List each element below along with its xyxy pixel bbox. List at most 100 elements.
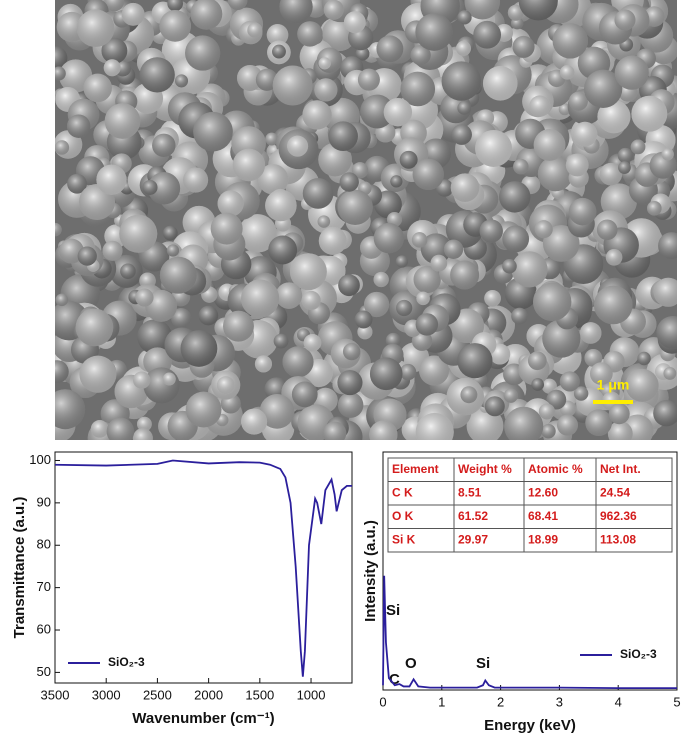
particle-shade (175, 74, 188, 87)
particle-shade (504, 389, 518, 403)
particle-shade (122, 3, 145, 26)
particle-shade (529, 95, 550, 116)
peak-label: O (405, 655, 417, 672)
particle-shade (83, 74, 112, 103)
particle-shade (338, 274, 360, 296)
particle-shade (384, 98, 412, 126)
particle-shade (358, 69, 380, 91)
particle-shade (105, 103, 141, 139)
particle-shade (573, 122, 598, 147)
particle-shade (560, 65, 574, 79)
particle-shade (107, 418, 135, 446)
y-tick-label: 80 (37, 537, 51, 552)
particle-shade (475, 130, 512, 167)
particle-shade (369, 420, 397, 448)
table-text: 24.54 (600, 485, 630, 499)
particle-shade (511, 308, 528, 325)
peak-label: Si (476, 655, 490, 672)
particle-shade (152, 134, 175, 157)
particle-shade (450, 260, 479, 289)
x-tick-label: 0 (379, 694, 386, 709)
particle-shade (504, 407, 543, 446)
particle-shade (276, 282, 303, 309)
particle-shade (183, 167, 208, 192)
particle-shade (557, 415, 578, 436)
scale-bar-label: 1 μm (597, 377, 630, 393)
particle-shade (560, 371, 580, 391)
particle-shade (416, 292, 430, 306)
particle-shade (457, 101, 471, 115)
particle-shade (343, 343, 360, 360)
particle-shade (102, 241, 122, 261)
particle-shade (223, 311, 254, 342)
particle-shade (653, 400, 679, 426)
particle-shade (566, 154, 589, 177)
particle-shade (661, 148, 673, 160)
table-text: 12.60 (528, 485, 558, 499)
particle-shade (485, 396, 505, 416)
particle-shade (274, 334, 289, 349)
particle-shade (374, 223, 404, 253)
table-text: 61.52 (458, 509, 488, 523)
particle-shade (268, 236, 297, 265)
particle-shade (79, 356, 116, 393)
particle-shade (319, 227, 347, 255)
particle-shade (456, 41, 471, 56)
table-text: Element (392, 462, 439, 476)
particle-shade (430, 255, 447, 272)
particle-shade (319, 57, 331, 69)
particle-shade (159, 10, 191, 42)
particle-shade (618, 148, 633, 163)
particle-shade (416, 413, 454, 451)
particle-shade (396, 300, 412, 316)
particle-shade (541, 424, 555, 438)
particle-shade (528, 351, 547, 370)
particle-shade (451, 124, 471, 144)
particle-shade (376, 35, 403, 62)
particle-shade (594, 286, 633, 325)
y-tick-label: 50 (37, 664, 51, 679)
particle-shade (52, 67, 66, 81)
particle-shade (457, 343, 492, 378)
particle-shade (373, 272, 388, 287)
table-text: Net Int. (600, 462, 641, 476)
particle-shade (444, 240, 463, 259)
particle-shade (233, 149, 265, 181)
y-axis-label: Intensity (a.u.) (362, 520, 379, 622)
data-line (383, 576, 677, 688)
x-tick-label: 5 (673, 694, 680, 709)
particle-shade (606, 249, 623, 266)
particle-shade (580, 322, 602, 344)
particle-shade (534, 129, 566, 161)
particle-shade (46, 360, 69, 383)
particle-shade (513, 159, 528, 174)
data-line (55, 460, 352, 676)
particle-shade (133, 371, 150, 388)
x-tick-label: 3000 (92, 687, 121, 702)
particle-shade (77, 9, 115, 47)
particle-shade (104, 59, 121, 76)
particle-shade (163, 373, 176, 386)
particle-shade (255, 355, 272, 372)
x-axis-label: Energy (keV) (484, 717, 576, 734)
particle-shade (135, 288, 153, 306)
particle-shade (241, 409, 267, 435)
particle-shade (143, 367, 179, 403)
particle-shade (637, 352, 650, 365)
particle-shade (55, 140, 69, 154)
sem-image (41, 0, 681, 453)
particle-shade (140, 57, 175, 92)
particle-shade (484, 290, 501, 307)
particle-shade (297, 21, 322, 46)
particle-shade (185, 35, 220, 70)
table-text: 29.97 (458, 532, 488, 546)
particle-shade (415, 13, 452, 50)
x-axis-label: Wavenumber (cm⁻¹) (132, 710, 274, 727)
particle-shade (328, 121, 358, 151)
y-tick-label: 100 (29, 452, 51, 467)
x-tick-label: 3500 (41, 687, 70, 702)
particle-shade (513, 36, 535, 58)
particle-shade (241, 279, 279, 317)
particle-shade (344, 11, 366, 33)
particle-shade (292, 381, 318, 407)
